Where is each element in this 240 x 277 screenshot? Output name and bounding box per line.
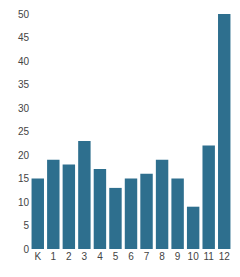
- svg-text:11: 11: [203, 251, 214, 262]
- svg-text:10: 10: [188, 251, 200, 262]
- svg-text:1: 1: [51, 251, 57, 262]
- svg-text:50: 50: [18, 9, 30, 20]
- svg-text:40: 40: [18, 56, 30, 67]
- svg-text:12: 12: [219, 251, 231, 262]
- svg-text:8: 8: [159, 251, 165, 262]
- svg-text:25: 25: [18, 126, 30, 137]
- svg-text:0: 0: [23, 244, 29, 255]
- svg-text:35: 35: [18, 79, 30, 90]
- svg-text:2: 2: [66, 251, 72, 262]
- svg-text:30: 30: [18, 103, 30, 114]
- svg-text:7: 7: [144, 251, 150, 262]
- svg-text:20: 20: [18, 150, 30, 161]
- svg-text:5: 5: [113, 251, 119, 262]
- svg-text:4: 4: [97, 251, 103, 262]
- svg-text:45: 45: [18, 32, 30, 43]
- svg-text:10: 10: [18, 197, 30, 208]
- svg-text:5: 5: [23, 220, 29, 231]
- svg-text:K: K: [34, 251, 41, 262]
- svg-text:15: 15: [18, 173, 30, 184]
- svg-text:6: 6: [128, 251, 134, 262]
- svg-text:3: 3: [82, 251, 88, 262]
- svg-text:9: 9: [175, 251, 181, 262]
